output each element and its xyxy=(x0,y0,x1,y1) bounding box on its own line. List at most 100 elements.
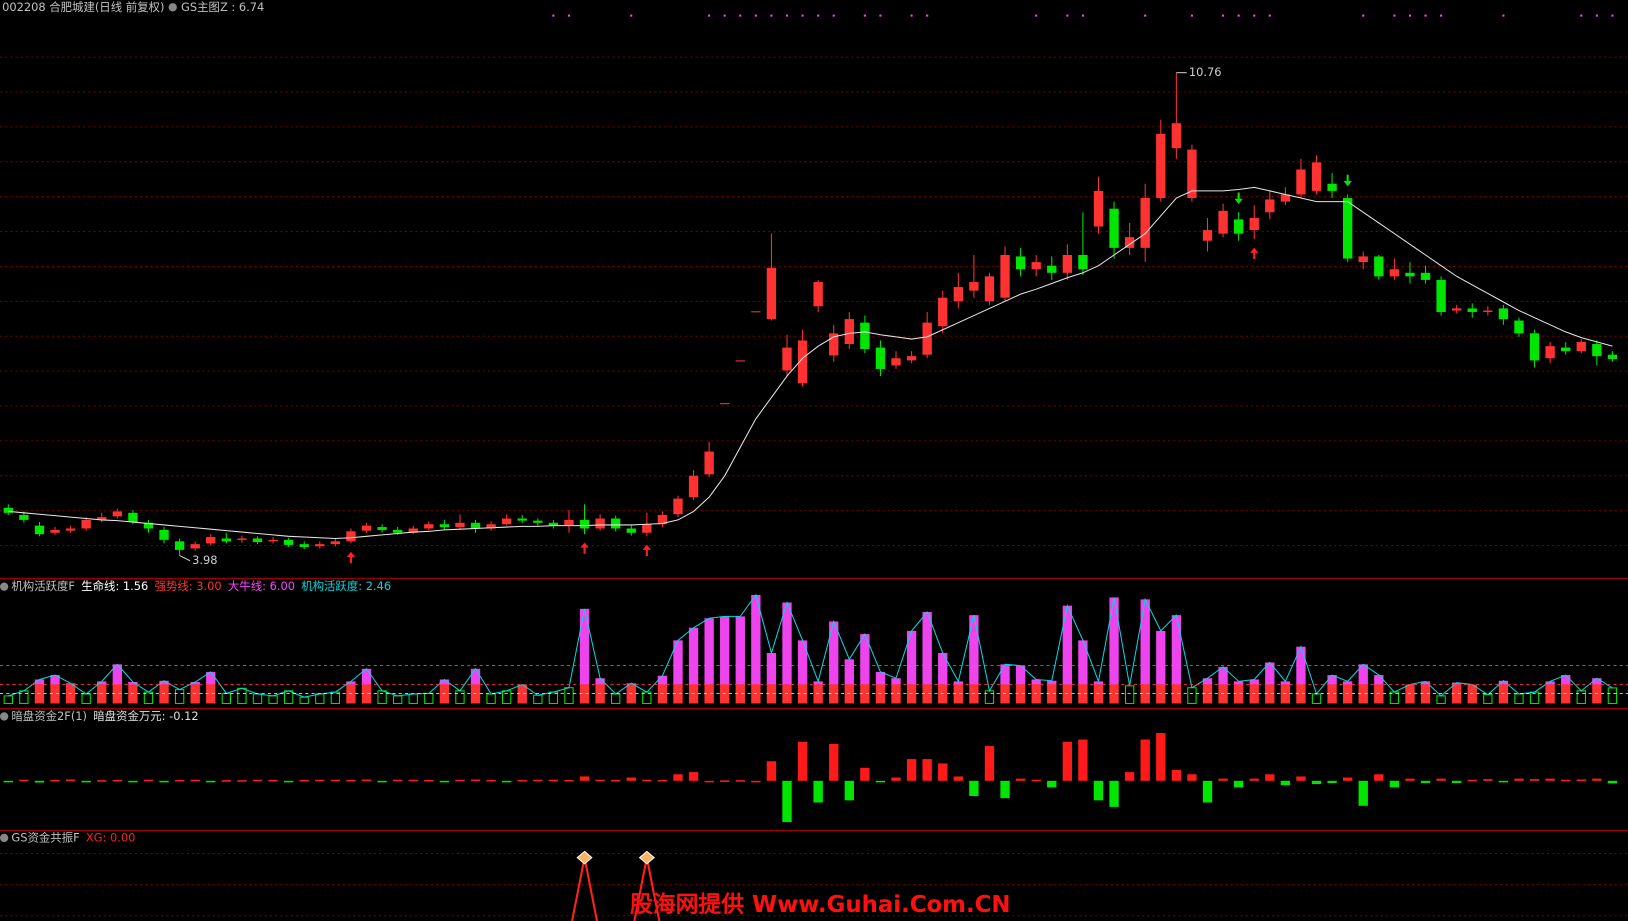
candle-body xyxy=(891,358,901,366)
indicator-label: GS主图Z : 6.74 xyxy=(181,0,264,14)
fund-bar xyxy=(1000,780,1010,799)
activity-bar xyxy=(3,695,13,704)
candle-body xyxy=(813,282,823,307)
activity-bar xyxy=(813,681,823,685)
fund-bar xyxy=(1031,779,1041,782)
candle-body xyxy=(1031,262,1041,270)
fund-bar xyxy=(579,776,590,781)
candle-body xyxy=(1140,198,1150,248)
activity-bar xyxy=(891,678,901,685)
candle-body xyxy=(751,311,761,313)
fund-bar xyxy=(813,780,823,803)
signal-diamond xyxy=(638,850,655,865)
candle-body xyxy=(408,528,418,533)
candle-body xyxy=(34,525,45,535)
candle-body xyxy=(65,528,76,531)
activity-bar-base xyxy=(766,684,777,704)
activity-bar xyxy=(1420,681,1431,685)
candle-body xyxy=(299,544,309,548)
candle-body xyxy=(1296,169,1306,195)
fund-bar xyxy=(252,779,263,782)
candle-body xyxy=(377,527,387,530)
candle-body xyxy=(611,518,621,529)
fund-bar xyxy=(1358,780,1368,806)
fund-bar xyxy=(1187,774,1197,781)
activity-bar xyxy=(751,594,761,685)
fund-bar xyxy=(299,779,309,782)
fund-bar xyxy=(720,780,730,782)
candle-body xyxy=(1093,190,1104,227)
fund-bar xyxy=(735,780,745,782)
candle-body xyxy=(1561,347,1571,352)
candle-body xyxy=(642,524,652,533)
fund-bar xyxy=(673,774,683,781)
activity-bar xyxy=(704,618,714,685)
top-marker xyxy=(567,14,571,17)
candle-body xyxy=(112,511,122,517)
top-marker xyxy=(785,14,789,17)
activity-bar xyxy=(1202,678,1213,685)
top-marker xyxy=(879,14,882,17)
fund-bar xyxy=(704,780,714,783)
candle-body xyxy=(128,512,138,523)
candle-body xyxy=(268,539,278,542)
candle-body xyxy=(1202,230,1213,241)
candle-body xyxy=(720,403,730,405)
fund-bar xyxy=(1514,778,1524,781)
fund-bar xyxy=(268,779,278,782)
candle-body xyxy=(97,517,107,520)
fund-bar xyxy=(1483,779,1493,781)
candle-body xyxy=(190,544,200,549)
activity-bar-base xyxy=(1358,684,1368,704)
signal-diamond xyxy=(576,850,593,865)
fund-bar xyxy=(143,779,154,782)
fund-bar xyxy=(159,780,169,783)
activity-bar xyxy=(112,664,122,685)
fund-bar xyxy=(392,779,403,782)
activity-bar xyxy=(1265,662,1275,685)
activity-bar xyxy=(65,683,76,685)
candle-body xyxy=(564,519,574,526)
activity-bar xyxy=(735,616,745,685)
buy-arrow xyxy=(1250,247,1259,260)
candle-body xyxy=(1124,237,1135,248)
fund-bar xyxy=(34,780,45,783)
fund-bar xyxy=(657,779,668,782)
candle-body xyxy=(330,541,341,545)
fund-bar xyxy=(1342,777,1353,781)
activity-bar-base xyxy=(1078,684,1088,704)
fund-bar xyxy=(1296,776,1306,781)
fund-bar xyxy=(174,779,185,782)
legend-label: 大牛线: 6.00 xyxy=(228,579,295,593)
fund-bar xyxy=(766,761,777,781)
activity-bar xyxy=(1233,681,1244,685)
fund-bar xyxy=(860,767,870,781)
top-marker xyxy=(630,14,633,17)
candle-body xyxy=(252,538,263,543)
activity-bar-base xyxy=(206,684,216,704)
fund-bar xyxy=(1436,778,1446,781)
fund-bar xyxy=(626,777,636,781)
activity-bar xyxy=(50,675,60,685)
candle-body xyxy=(159,529,169,540)
top-marker xyxy=(1440,14,1443,17)
activity-bar xyxy=(922,611,932,685)
fund-bar xyxy=(548,779,559,782)
fund-bar xyxy=(1420,780,1431,783)
top-marker xyxy=(1502,14,1505,17)
candle-body xyxy=(455,522,465,528)
candle-body xyxy=(206,537,216,544)
fund-bar xyxy=(408,779,418,782)
fund-bar xyxy=(1233,780,1244,788)
fund-bar xyxy=(969,780,979,797)
candle-body xyxy=(174,541,185,550)
fund-bar xyxy=(128,780,138,783)
activity-bar xyxy=(439,679,450,685)
fund-bar xyxy=(1093,780,1104,801)
candle-body xyxy=(1109,208,1119,248)
fund-bar xyxy=(1452,780,1462,783)
fund-bar xyxy=(190,779,200,782)
activity-bar-base xyxy=(922,684,932,704)
candle-body xyxy=(346,531,356,542)
fund-bar xyxy=(330,779,341,782)
